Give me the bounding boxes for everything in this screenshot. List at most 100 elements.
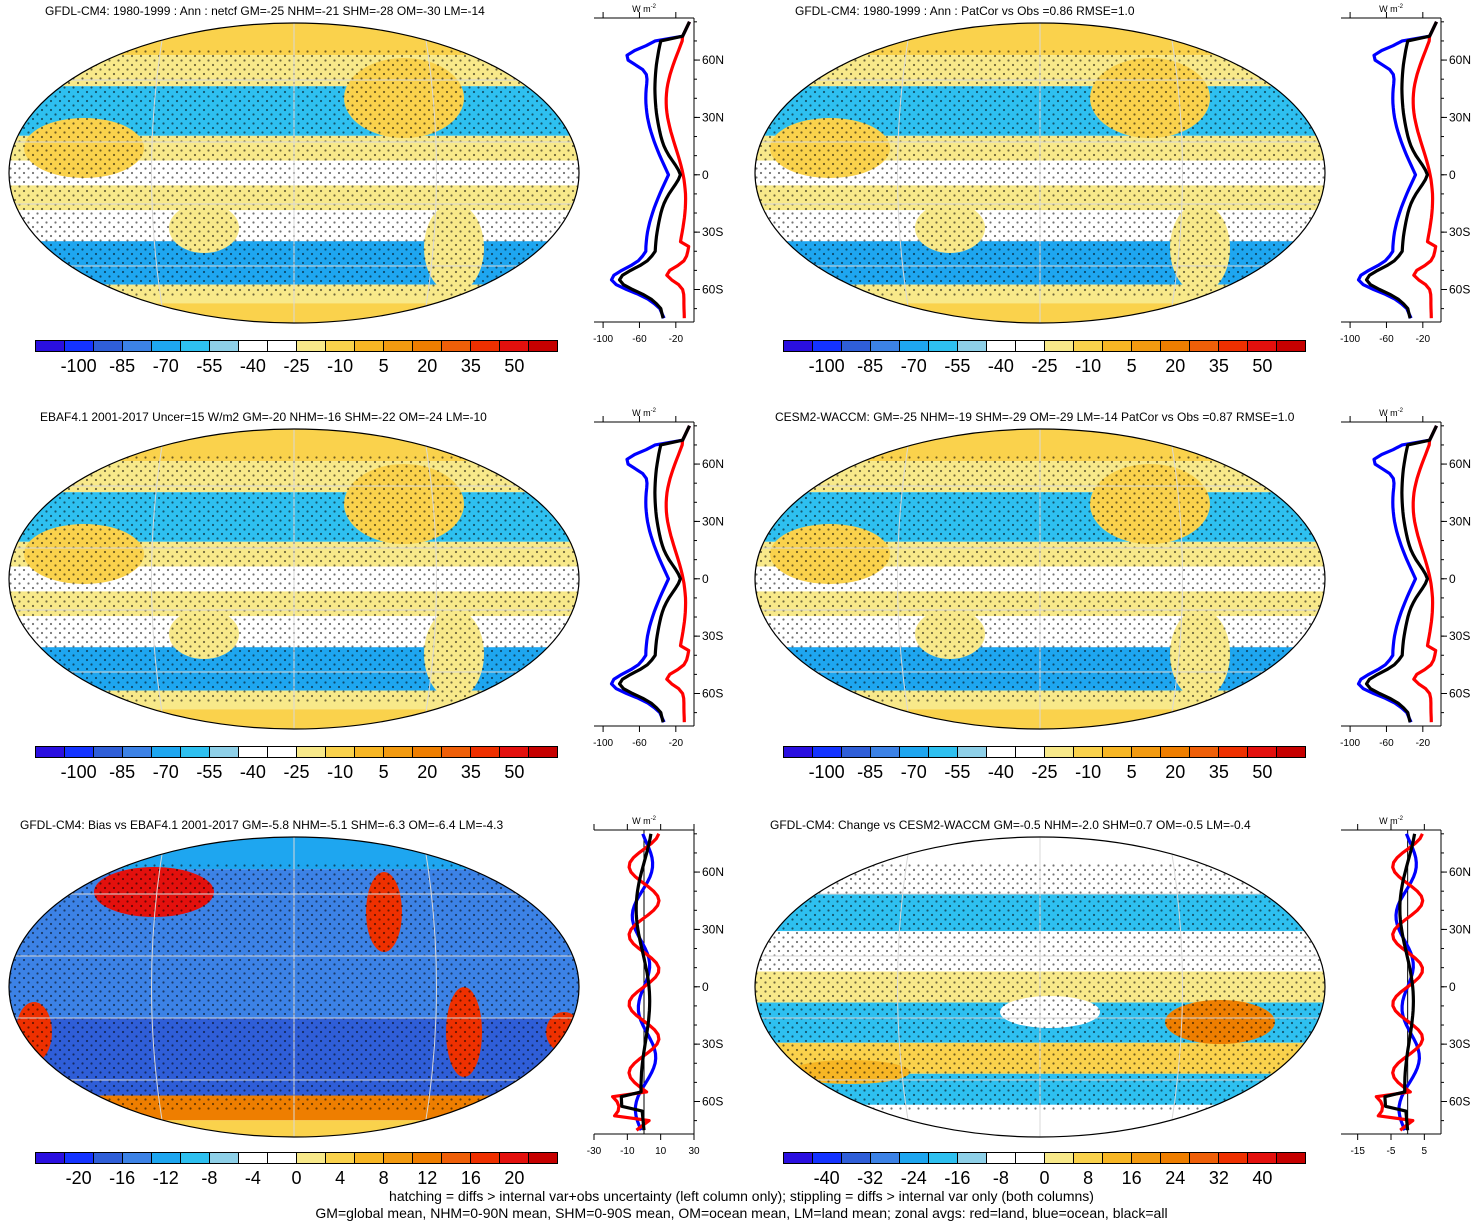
colorbar-swatch — [326, 341, 355, 351]
zonal-series-ocean — [1356, 21, 1438, 319]
colorbar-tick-label: 40 — [1252, 1168, 1273, 1188]
lat-tick-label: 30N — [702, 514, 724, 528]
zonal-series-ocean — [1394, 833, 1421, 1131]
colorbar-swatch — [471, 1153, 500, 1163]
colorbar-swatch — [268, 747, 297, 757]
zonal-series-ocean — [1356, 425, 1438, 723]
colorbar-swatch — [181, 1153, 210, 1163]
zonal-series-all — [1364, 21, 1438, 319]
colorbar-swatch — [871, 341, 900, 351]
colorbar-swatch — [1248, 747, 1277, 757]
zonal-plot-2: W m-2 60N 30N 0 30S 60S -100 -60 -20 — [1340, 4, 1471, 345]
colorbar-swatch — [413, 747, 442, 757]
colorbar-tick-label: -85 — [109, 762, 136, 782]
colorbar-swatch — [239, 1153, 268, 1163]
colorbar-tick-label: 50 — [1252, 762, 1273, 782]
colorbar-tick-label: 20 — [417, 356, 438, 376]
colorbar-swatch — [1277, 1153, 1305, 1163]
colorbar-tick-label: 4 — [335, 1168, 346, 1188]
colorbar-tick-label: -85 — [109, 356, 136, 376]
colorbar-tick-label: -85 — [857, 356, 884, 376]
colorbar-swatch — [94, 747, 123, 757]
lat-tick-label: 0 — [702, 168, 709, 182]
colorbar-swatch — [297, 1153, 326, 1163]
colorbar-tick-label: 16 — [1121, 1168, 1142, 1188]
lat-tick-label: 0 — [702, 572, 709, 586]
colorbar-1 — [35, 340, 558, 352]
colorbar-swatch — [1190, 341, 1219, 351]
colorbar-swatch — [958, 1153, 987, 1163]
x-tick-label: -20 — [669, 334, 684, 345]
x-tick-label: -60 — [632, 334, 647, 345]
x-tick-label: -30 — [587, 1146, 602, 1157]
colorbar-tick-label: 16 — [460, 1168, 481, 1188]
panel-title-5: GFDL-CM4: Bias vs EBAF4.1 2001-2017 GM=-… — [20, 818, 504, 832]
colorbar-swatch — [900, 1153, 929, 1163]
footnote-legend: GM=global mean, NHM=0-90N mean, SHM=0-90… — [315, 1205, 1168, 1221]
colorbar-swatch — [529, 747, 557, 757]
colorbar-tick-label: -32 — [857, 1168, 884, 1188]
lat-tick-label: 60N — [702, 457, 724, 471]
colorbar-labels-1: -100 -85 -70 -55 -40 -25 -10 5 20 35 50 — [35, 356, 558, 378]
colorbar-swatch — [36, 1153, 65, 1163]
lat-tick-label: 30S — [1449, 629, 1470, 643]
colorbar-tick-label: -8 — [201, 1168, 218, 1188]
lat-tick-label: 30N — [1449, 110, 1471, 124]
zonal-series-ocean — [630, 833, 658, 1131]
colorbar-tick-label: -70 — [900, 762, 927, 782]
lat-tick-label: 0 — [1449, 168, 1456, 182]
lat-tick-label: 60N — [702, 53, 724, 67]
colorbar-tick-label: -100 — [60, 356, 97, 376]
colorbar-swatch — [784, 341, 813, 351]
colorbar-tick-label: 5 — [1126, 356, 1137, 376]
colorbar-swatch — [1074, 1153, 1103, 1163]
colorbar-swatch — [500, 341, 529, 351]
colorbar-swatch — [355, 341, 384, 351]
colorbar-swatch — [958, 747, 987, 757]
colorbar-swatch — [1132, 341, 1161, 351]
colorbar-tick-label: -24 — [900, 1168, 927, 1188]
zonal-plot-3: W m-2 60N 30N 0 30S 60S -100 -60 -20 — [593, 408, 724, 749]
lat-tick-label: 30S — [702, 1037, 723, 1051]
colorbar-tick-label: -55 — [944, 762, 971, 782]
colorbar-swatch — [94, 341, 123, 351]
colorbar-tick-label: -40 — [239, 356, 266, 376]
zonal-series-land — [1411, 425, 1438, 723]
colorbar-tick-label: 35 — [460, 762, 481, 782]
colorbar-swatch — [958, 341, 987, 351]
colorbar-swatch — [1190, 747, 1219, 757]
map-panel-5 — [8, 836, 580, 1138]
colorbar-swatch — [123, 341, 152, 351]
lat-tick-label: 60S — [1449, 282, 1470, 296]
colorbar-swatch — [1161, 341, 1190, 351]
map-panel-2 — [754, 22, 1326, 324]
colorbar-labels-2: -100 -85 -70 -55 -40 -25 -10 5 20 35 50 — [783, 356, 1306, 378]
colorbar-tick-label: -55 — [196, 762, 223, 782]
panel-title-4: CESM2-WACCM: GM=-25 NHM=-19 SHM=-29 OM=-… — [775, 410, 1295, 424]
colorbar-swatch — [326, 1153, 355, 1163]
zonal-series-ocean — [609, 21, 691, 319]
colorbar-tick-label: 50 — [504, 356, 525, 376]
colorbar-tick-label: -40 — [813, 1168, 840, 1188]
colorbar-swatch — [1103, 747, 1132, 757]
lat-tick-label: 30N — [702, 922, 724, 936]
colorbar-swatch — [987, 747, 1016, 757]
colorbar-tick-label: -4 — [244, 1168, 261, 1188]
colorbar-tick-label: -100 — [808, 356, 845, 376]
zonal-series-all — [617, 425, 691, 723]
colorbar-swatch — [1103, 1153, 1132, 1163]
colorbar-swatch — [297, 341, 326, 351]
colorbar-tick-label: -8 — [992, 1168, 1009, 1188]
colorbar-swatch — [1248, 1153, 1277, 1163]
colorbar-tick-label: -16 — [109, 1168, 136, 1188]
colorbar-swatch — [842, 341, 871, 351]
colorbar-4 — [783, 746, 1306, 758]
colorbar-tick-label: 20 — [417, 762, 438, 782]
lat-tick-label: 30S — [702, 629, 723, 643]
colorbar-swatch — [1016, 1153, 1045, 1163]
colorbar-swatch — [1277, 341, 1305, 351]
colorbar-swatch — [355, 1153, 384, 1163]
colorbar-tick-label: 5 — [1126, 762, 1137, 782]
colorbar-tick-label: 8 — [1083, 1168, 1094, 1188]
colorbar-swatch — [784, 747, 813, 757]
